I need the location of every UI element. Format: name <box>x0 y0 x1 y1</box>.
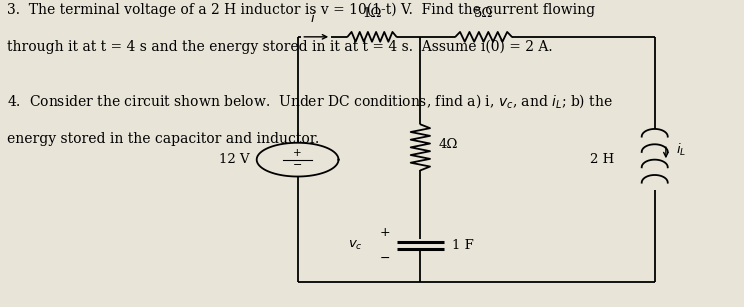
Text: energy stored in the capacitor and inductor.: energy stored in the capacitor and induc… <box>7 132 320 146</box>
Text: 3.  The terminal voltage of a 2 H inductor is v = 10(1-t) V.  Find the current f: 3. The terminal voltage of a 2 H inducto… <box>7 3 595 17</box>
Text: 1 F: 1 F <box>452 239 473 252</box>
Text: −: − <box>380 252 391 265</box>
Text: −: − <box>293 160 302 170</box>
Text: $i$: $i$ <box>310 10 315 25</box>
Text: 2 H: 2 H <box>589 153 614 166</box>
Text: +: + <box>380 226 391 239</box>
Text: 4Ω: 4Ω <box>439 138 458 151</box>
Text: 4.  Consider the circuit shown below.  Under DC conditions, find a) i, $v_c$, an: 4. Consider the circuit shown below. Und… <box>7 92 613 110</box>
Text: 5Ω: 5Ω <box>474 7 493 20</box>
Text: 12 V: 12 V <box>219 153 249 166</box>
Text: through it at t = 4 s and the energy stored in it at t = 4 s.  Assume i(0) = 2 A: through it at t = 4 s and the energy sto… <box>7 40 553 54</box>
Text: 1Ω: 1Ω <box>362 7 382 20</box>
Text: +: + <box>293 148 302 158</box>
Text: $v_c$: $v_c$ <box>348 239 363 252</box>
Text: $i_L$: $i_L$ <box>676 142 686 158</box>
